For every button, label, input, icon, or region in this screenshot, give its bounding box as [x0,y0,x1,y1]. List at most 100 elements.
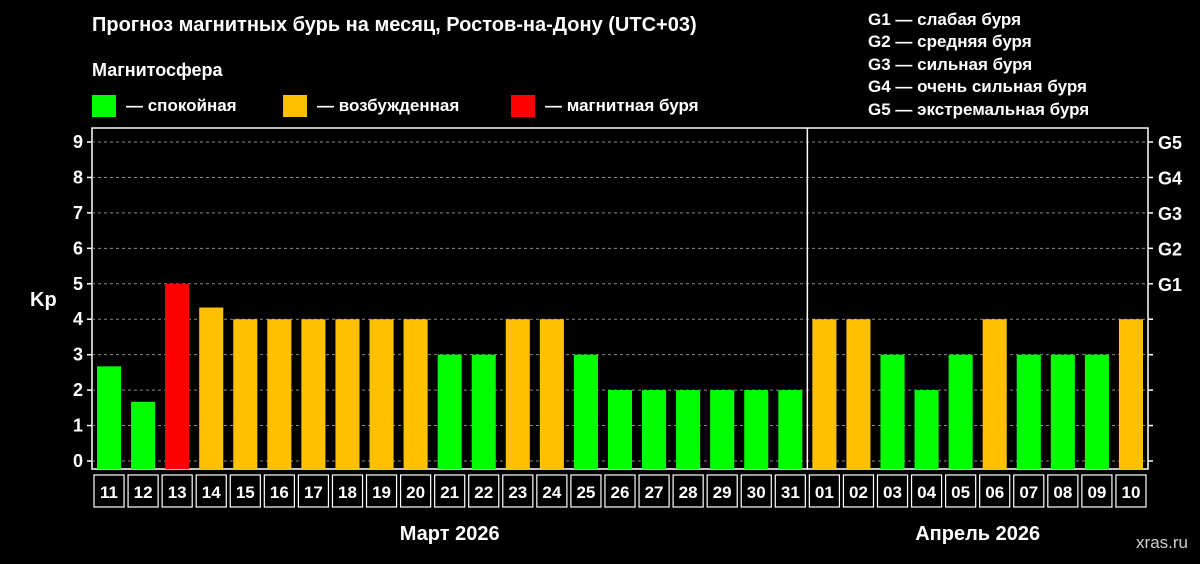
x-tick-label: 17 [304,483,323,502]
date-cell-03 [876,474,909,508]
storm-scale-g3: G3 — сильная буря [868,54,1033,74]
chart-title: Прогноз магнитных бурь на месяц, Ростов-… [92,14,697,36]
date-cell-11 [93,474,125,508]
x-tick-label: 24 [542,483,561,502]
bar-12 [131,401,156,469]
date-cell-04 [910,474,943,508]
bar-23 [505,319,530,469]
y-tick-label: 1 [73,416,83,436]
legend-label-quiet: — спокойная [126,96,237,115]
bar-07 [1016,354,1041,469]
date-cell-30 [740,474,772,508]
x-tick-label: 23 [508,483,527,502]
storm-scale-legend: G1 — слабая буря G2 — средняя буря G3 — … [868,9,1089,121]
date-cell-10 [1115,474,1147,508]
date-cell-09 [1081,474,1113,508]
x-tick-label: 04 [917,483,936,502]
date-cell-14 [195,474,227,508]
legend-label-storm: — магнитная буря [545,96,699,115]
bar-15 [233,319,258,469]
date-cell-13 [161,474,193,508]
y-tick-label: 3 [73,345,83,365]
date-cell-28 [672,474,704,508]
bar-24 [539,319,564,469]
bar-25 [573,354,598,469]
x-tick-label: 14 [202,483,221,502]
date-cell-15 [229,474,261,508]
x-tick-label: 26 [611,483,630,502]
x-tick-label: 02 [849,483,868,502]
x-tick-label: 31 [781,483,800,502]
date-cell-26 [604,474,636,508]
date-cell-21 [434,474,466,508]
y-tick-label: 7 [73,203,83,223]
y-tick-label: 6 [73,238,83,258]
y2-tick-label-g4: G4 [1158,168,1182,188]
bar-16 [267,319,292,469]
bar-20 [403,319,428,469]
x-tick-label: 09 [1087,483,1106,502]
bar-22 [471,354,496,469]
storm-scale-g5: G5 — экстремальная буря [868,99,1090,119]
x-tick-label: 05 [951,483,970,502]
bar-30 [744,390,769,469]
date-cell-01 [808,474,841,508]
date-cell-12 [127,474,159,508]
bar-05 [948,354,973,469]
bar-03 [880,354,905,469]
y-axis-label: Kp [30,289,57,311]
y2-tick-label-g1: G1 [1158,275,1182,295]
bar-08 [1050,354,1075,469]
bar-09 [1084,354,1109,469]
date-cell-29 [706,474,738,508]
x-tick-label: 01 [815,483,834,502]
date-cell-06 [979,474,1011,508]
bar-10 [1118,319,1143,469]
date-cell-08 [1047,474,1079,508]
bar-17 [301,319,326,469]
bar-01 [812,319,837,469]
legend-title: Магнитосфера [92,60,223,80]
y-tick-label: 9 [73,132,83,152]
storm-scale-g4: G4 — очень сильная буря [868,77,1087,97]
y-tick-label: 2 [73,380,83,400]
bar-13 [165,283,190,469]
bar-02 [846,319,871,469]
date-cell-25 [570,474,602,508]
x-tick-label: 11 [100,483,118,502]
legend-swatch-excited [283,95,307,117]
month-label-1: Март 2026 [400,523,500,545]
y2-tick-label-g3: G3 [1158,204,1182,224]
watermark: xras.ru [1136,533,1188,552]
date-cell-18 [331,474,364,508]
date-cell-16 [263,474,295,508]
x-tick-label: 29 [713,483,732,502]
x-tick-label: 27 [645,483,664,502]
bar-26 [607,390,633,469]
date-cell-02 [842,474,875,508]
legend-item-excited: — возбужденная [283,95,459,117]
x-tick-label: 13 [168,483,187,502]
x-tick-label: 28 [679,483,698,502]
legend-swatch-storm [511,95,535,117]
bar-18 [335,319,360,469]
bar-28 [676,390,701,469]
date-cell-05 [945,474,977,508]
x-tick-label: 10 [1122,483,1141,502]
x-tick-label: 25 [576,483,595,502]
storm-scale-g2: G2 — средняя буря [868,32,1032,52]
date-cell-22 [468,474,500,508]
x-tick-label: 07 [1019,483,1038,502]
y-tick-label: 0 [73,451,83,471]
y-tick-label: 5 [73,274,83,294]
x-tick-label: 18 [338,483,357,502]
date-cell-23 [502,474,534,508]
y2-tick-label-g2: G2 [1158,239,1182,259]
x-tick-label: 12 [134,483,153,502]
y2-tick-label-g5: G5 [1158,133,1182,153]
bar-19 [369,319,394,469]
date-cell-07 [1013,474,1045,508]
date-cell-24 [536,474,568,508]
x-tick-label: 19 [372,483,391,502]
